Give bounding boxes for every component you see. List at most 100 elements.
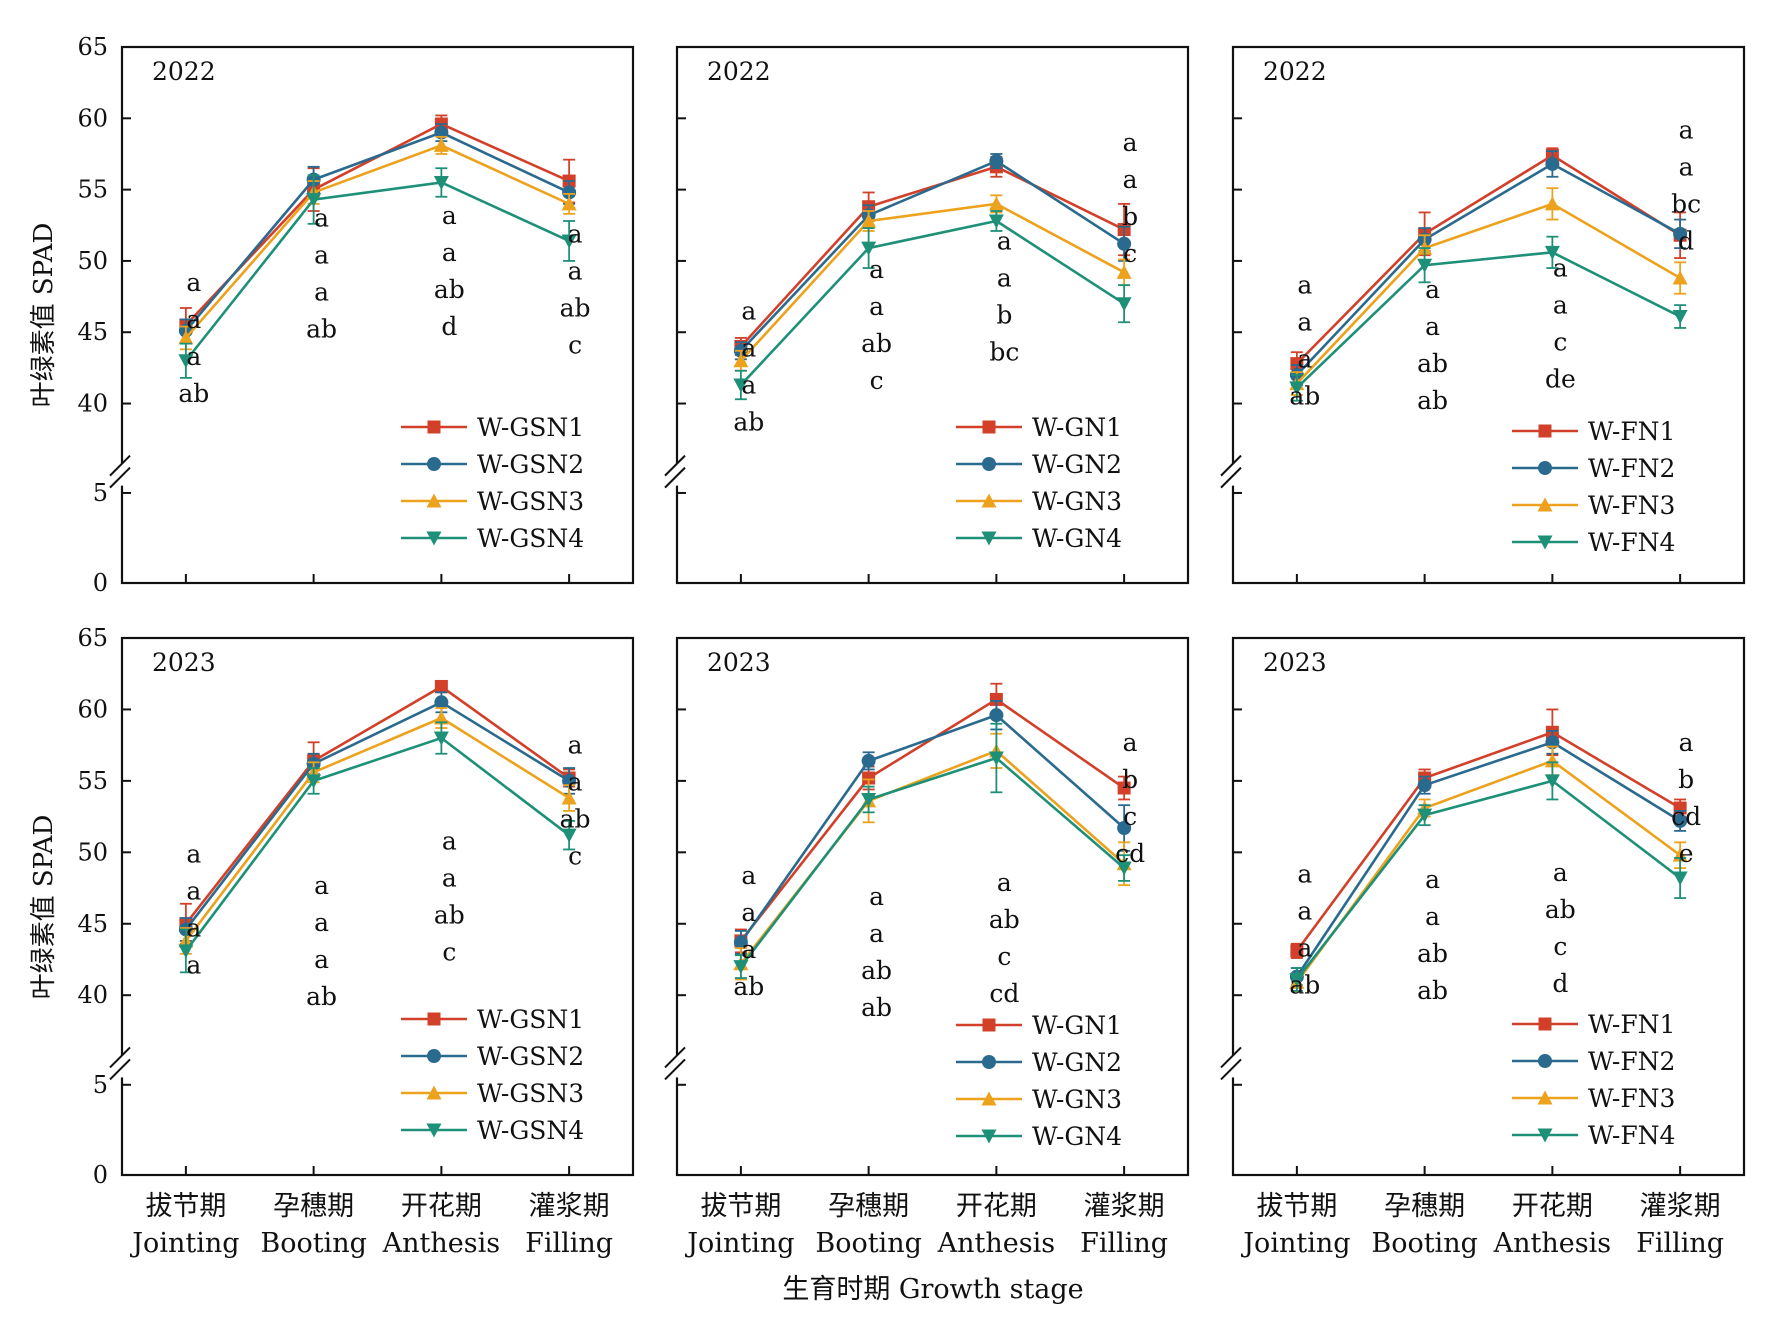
legend-label: W-GSN2 [477,450,584,479]
legend-label: W-FN3 [1588,491,1675,520]
data-point [178,944,194,959]
y-tick-label: 5 [93,479,108,507]
plot-frame [1231,636,1746,1177]
significance-letter: a [1425,902,1440,931]
legend-label: W-GN2 [1032,1048,1122,1077]
significance-letter: a [741,296,756,325]
significance-letter: a [186,839,201,868]
significance-letter: a [1123,128,1138,157]
significance-letter: b [1122,765,1138,794]
data-point [733,935,748,950]
significance-letter: ab [861,956,892,985]
significance-letter: ab [178,379,209,408]
significance-letter: a [869,255,884,284]
plot-frame [120,636,635,1177]
legend-marker [427,1049,441,1063]
axis-break-mark [109,1046,131,1069]
legend-label: W-GSN4 [477,524,584,553]
data-point [1290,357,1304,371]
x-tick-label-cn: 灌浆期 [529,1191,610,1222]
significance-letter: ab [1289,382,1320,411]
data-point [1417,258,1433,273]
series-line [184,716,570,942]
data-point [1417,778,1432,793]
significance-letter: ab [861,329,892,358]
legend-label: W-FN4 [1588,1121,1675,1150]
significance-letter: a [442,826,457,855]
significance-letter: a [741,935,756,964]
data-point [1116,861,1132,876]
significance-letter: a [568,768,583,797]
significance-letter: a [442,201,457,230]
y-tick-label: 0 [93,1161,108,1189]
legend-label: W-GN3 [1032,1085,1122,1114]
x-tick-label-en: Filling [1636,1228,1724,1259]
significance-letter: a [1297,271,1312,300]
year-label: 2023 [1263,648,1327,677]
x-tick-label-cn: 开花期 [1512,1191,1593,1222]
y-tick-label: 50 [77,247,108,275]
significance-letter: ab [434,900,465,929]
legend-marker [427,1012,441,1026]
y-tick-label: 5 [93,1071,108,1099]
data-point [989,708,1004,723]
significance-letter: a [869,919,884,948]
significance-letter: ab [861,993,892,1022]
y-axis-label-top: 叶绿素值 SPAD [29,223,59,408]
series-line [184,685,570,925]
legend-marker [426,493,442,508]
series-line [1295,740,1681,978]
series-line [739,159,1125,352]
axis-break-mark [1220,1046,1242,1069]
significance-letter: a [741,898,756,927]
significance-letter: a [1425,312,1440,341]
data-point [1672,871,1688,886]
data-point [433,137,449,152]
plot-frame [675,636,1190,1177]
legend-marker [426,1085,442,1100]
axis-break-mark [664,454,686,477]
significance-letter: ab [1417,939,1448,968]
x-tick-label-en: Filling [525,1228,613,1259]
data-point [1544,245,1560,260]
x-tick-label-cn: 孕穗期 [828,1191,909,1222]
significance-letter: a [997,868,1012,897]
axis-break-mark [109,466,131,489]
plot-frame [120,45,635,585]
significance-letter: a [1123,728,1138,757]
plot-frame [675,45,1190,585]
x-tick-label-en: Anthesis [382,1228,500,1259]
significance-letter: a [442,863,457,892]
chart-panel: 054045505560652022aaaabaaaabaaabdaaabcW-… [77,33,635,597]
series-line [1295,251,1681,389]
significance-letter: a [741,333,756,362]
significance-letter: ab [1417,386,1448,415]
significance-letter: c [870,366,884,395]
legend-label: W-GSN1 [477,1005,584,1034]
legend-marker [1538,424,1552,438]
data-point [306,774,322,789]
data-point [861,213,877,228]
significance-letter: a [1297,345,1312,374]
significance-letter: ab [560,805,591,834]
data-point [861,753,876,768]
data-point [1673,813,1688,828]
legend-marker [982,420,996,434]
legend-label: W-FN1 [1588,417,1675,446]
legend-label: W-GSN1 [477,413,584,442]
year-label: 2023 [707,648,771,677]
series-line [739,756,1125,968]
legend-label: W-GSN2 [477,1042,584,1071]
data-point [1417,808,1433,823]
data-point [561,196,577,211]
legend-marker [1538,1054,1552,1068]
axis-break-mark [109,1058,131,1081]
significance-letter: c [1123,239,1137,268]
significance-letter: a [186,342,201,371]
legend-label: W-GN1 [1032,413,1122,442]
significance-letter: c [568,842,582,871]
significance-letter: cd [1671,802,1701,831]
year-label: 2023 [152,648,216,677]
significance-letter: bc [1671,189,1701,218]
x-tick-label-en: Jointing [1240,1228,1350,1259]
